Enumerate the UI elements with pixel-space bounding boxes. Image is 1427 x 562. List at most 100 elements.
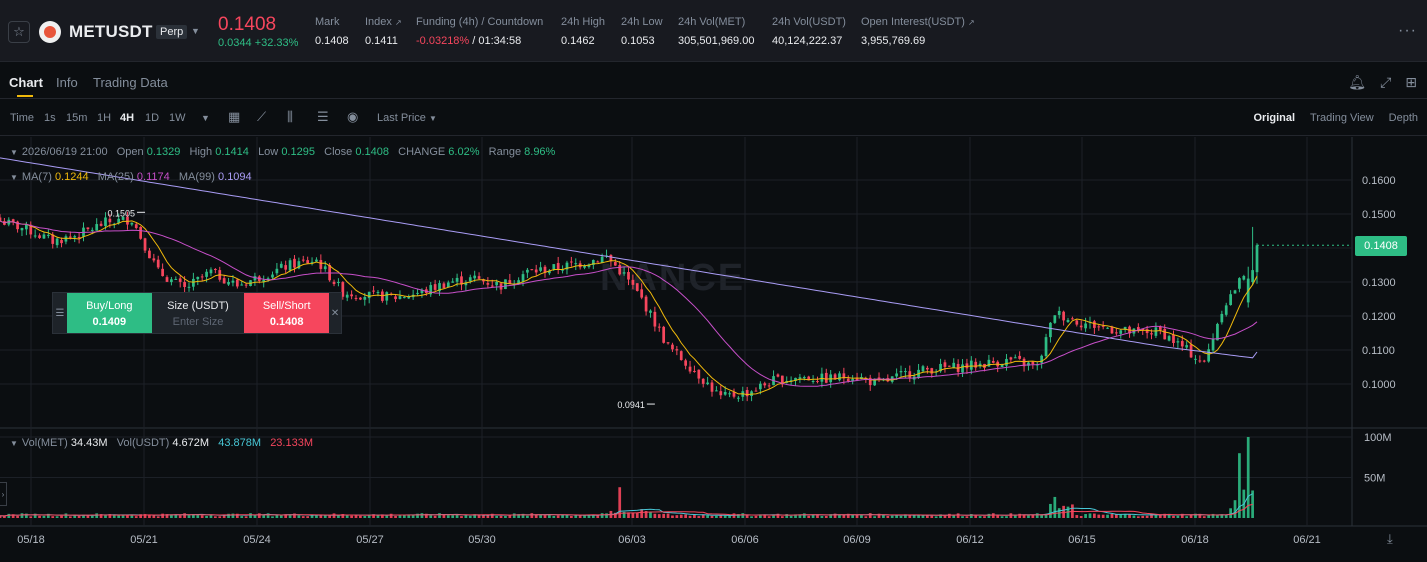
tab-chart[interactable]: Chart — [9, 75, 43, 90]
bell-icon[interactable]: 🔔︎ — [1348, 74, 1367, 90]
calendar-icon[interactable]: ▦ — [228, 109, 241, 124]
volume-bar — [961, 516, 964, 518]
contract-type-badge[interactable]: Perp — [156, 25, 188, 39]
settings-icon[interactable]: ☰ — [317, 109, 329, 124]
scroll-end-icon[interactable]: ⤓ — [1387, 531, 1393, 546]
close-icon[interactable]: ✕ — [330, 307, 340, 319]
candle-body — [653, 311, 657, 327]
volume-bar — [1185, 516, 1189, 518]
drag-handle-icon[interactable]: ☰ — [55, 307, 65, 319]
volume-bar — [468, 515, 472, 518]
price-chart[interactable]: 0.16000.15000.14000.13000.12000.11000.10… — [0, 137, 1427, 562]
candle-body — [42, 234, 46, 239]
size-input[interactable]: Size (USDT) Enter Size — [152, 293, 245, 333]
date-tick-label: 06/15 — [1068, 534, 1096, 546]
volume-bar — [323, 515, 327, 518]
volume-bar — [943, 515, 947, 518]
view-trading-view[interactable]: Trading View — [1310, 112, 1374, 124]
candle-body — [807, 376, 811, 381]
candle-body — [38, 235, 41, 238]
interval-1d[interactable]: 1D — [145, 112, 160, 124]
interval-15m[interactable]: 15m — [66, 112, 88, 124]
view-depth[interactable]: Depth — [1388, 112, 1418, 124]
interval-1w[interactable]: 1W — [169, 112, 186, 124]
volume-bar — [438, 513, 441, 518]
candle-body — [205, 271, 208, 277]
volume-bar — [64, 513, 68, 518]
volume-bar — [0, 515, 2, 518]
interval-1h[interactable]: 1H — [97, 112, 112, 124]
candle-body — [710, 382, 714, 392]
interval-1s[interactable]: 1s — [44, 112, 56, 124]
symbol-name[interactable]: METUSDT — [69, 22, 153, 41]
volume-bar — [1207, 515, 1211, 518]
candle-body — [1229, 294, 1232, 306]
volume-bar — [1150, 513, 1153, 518]
volume-bar — [1128, 514, 1131, 518]
volume-bar — [499, 515, 503, 518]
candle-body — [1154, 327, 1158, 336]
target-icon[interactable]: ◉ — [347, 109, 359, 124]
expand-icon[interactable]: ⤢ — [1380, 74, 1392, 90]
volume-bar — [218, 516, 222, 518]
candle-body — [1101, 325, 1105, 327]
stat-index[interactable]: Index ↗ 0.1411 — [365, 16, 402, 47]
sell-short-button[interactable]: Sell/Short 0.1408 — [244, 293, 330, 333]
current-price-tag: 0.1408 — [1355, 236, 1407, 256]
volume-bar — [165, 514, 169, 518]
candle-body — [1189, 344, 1193, 358]
candle-body — [1027, 362, 1030, 366]
candle-body — [196, 276, 200, 280]
interval-4h[interactable]: 4H — [120, 112, 135, 124]
grid-icon[interactable]: ⊞ — [1405, 74, 1417, 90]
candle-body — [635, 283, 639, 291]
volume-bar — [482, 514, 485, 518]
time-label[interactable]: Time — [10, 112, 35, 124]
volume-bar — [372, 514, 375, 518]
tab-info[interactable]: Info — [56, 75, 78, 90]
collapse-icon[interactable]: ▼ — [10, 439, 18, 448]
volume-bar — [1246, 437, 1250, 518]
volume-bar — [701, 514, 705, 518]
indicator-icon[interactable]: ⟋ — [257, 109, 267, 124]
volume-bar — [1114, 514, 1118, 518]
volume-bar — [890, 515, 894, 518]
candle-type-icon[interactable]: ⫼ — [287, 109, 293, 124]
volume-bar — [279, 515, 283, 518]
volume-bar — [130, 515, 134, 518]
stat-open-interest[interactable]: Open Interest(USDT) ↗ 3,955,769.69 — [861, 16, 975, 47]
volume-bar — [363, 516, 367, 518]
star-icon[interactable]: ☆ — [8, 21, 30, 43]
volume-bar — [104, 514, 107, 518]
candle-body — [666, 342, 670, 344]
collapse-icon[interactable]: ▼ — [10, 148, 18, 157]
volume-legend: ▼ Vol(MET) 34.43M Vol(USDT) 4.672M 43.878… — [10, 437, 313, 449]
volume-bar — [912, 514, 916, 518]
candle-body — [178, 278, 182, 282]
legend-range-label: Range — [488, 146, 522, 158]
volume-bar — [728, 515, 731, 518]
view-original[interactable]: Original — [1253, 112, 1296, 124]
candle-body — [1079, 325, 1083, 328]
external-link-icon[interactable]: ↗ — [967, 18, 975, 27]
volume-bar — [1202, 516, 1206, 518]
price-type-select[interactable]: Last Price ▼ — [377, 112, 437, 124]
sidebar-toggle-icon[interactable]: › — [0, 482, 7, 506]
candle-body — [679, 351, 683, 361]
interval-dropdown-icon[interactable]: ▼ — [201, 113, 210, 123]
volume-bar — [1049, 503, 1052, 518]
volume-bar — [605, 513, 608, 518]
volume-bar — [1110, 513, 1114, 518]
tab-trading-data[interactable]: Trading Data — [93, 75, 168, 90]
volume-bar — [758, 514, 762, 518]
buy-long-button[interactable]: Buy/Long 0.1409 — [66, 293, 152, 333]
more-icon[interactable]: ··· — [1398, 22, 1417, 39]
chevron-down-icon[interactable]: ▼ — [191, 26, 200, 36]
volume-bar — [882, 514, 885, 518]
volume-bar — [38, 515, 41, 518]
volume-bar — [627, 512, 630, 518]
candle-body — [662, 326, 666, 343]
collapse-icon[interactable]: ▼ — [10, 173, 18, 182]
candle-body — [631, 279, 635, 285]
external-link-icon[interactable]: ↗ — [394, 18, 402, 27]
